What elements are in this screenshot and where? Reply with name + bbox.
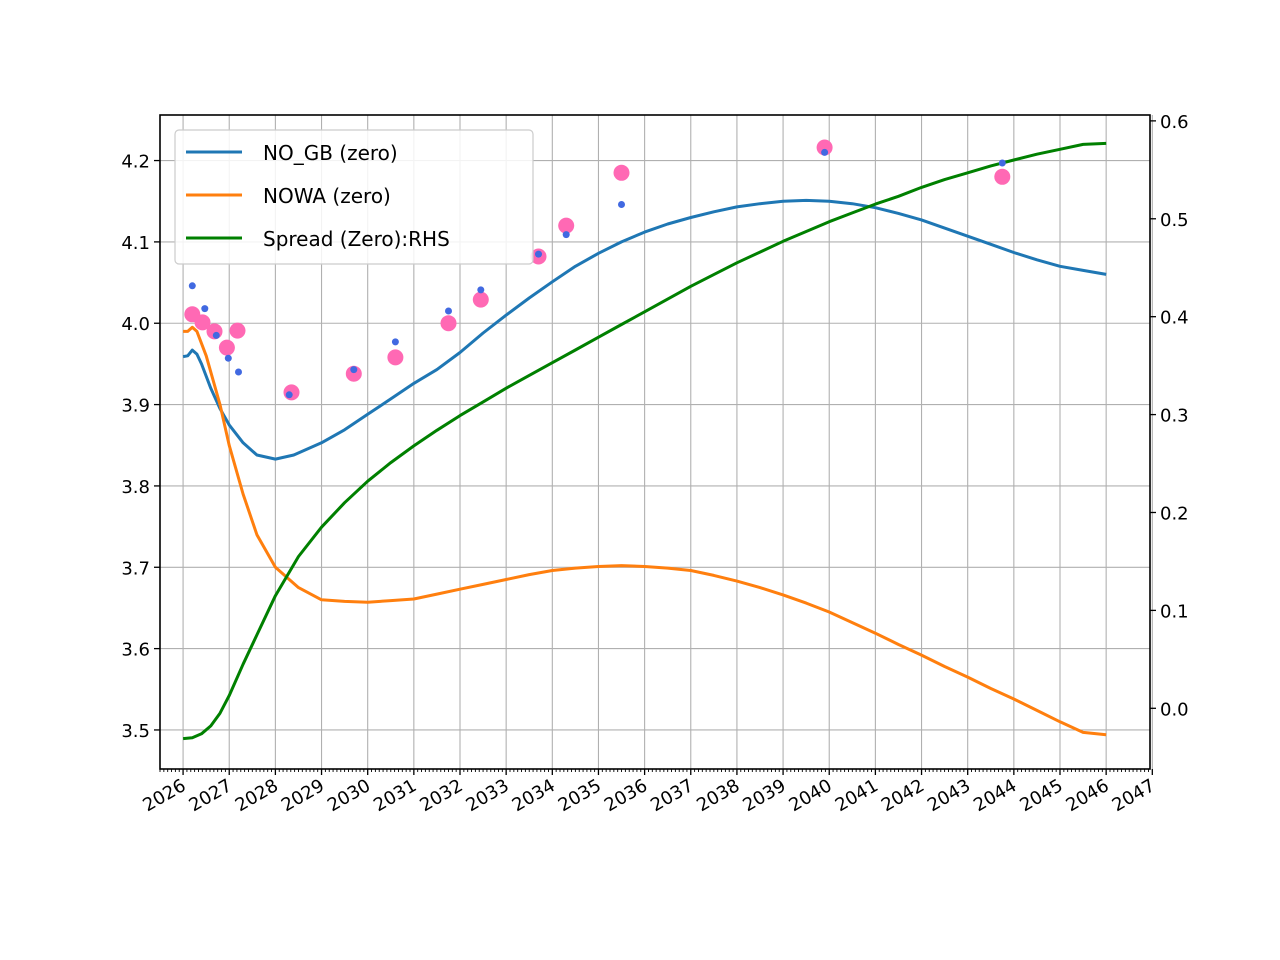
- scatter-point-small: [445, 307, 452, 315]
- scatter-point-small: [188, 282, 196, 290]
- x-tick-label: 2046: [1062, 775, 1112, 816]
- scatter-point-large: [440, 315, 457, 332]
- scatter-point-large: [218, 339, 235, 356]
- x-tick-label: 2041: [832, 775, 882, 816]
- y-tick-label: 4.0: [121, 314, 150, 335]
- scatter-point-small: [235, 368, 242, 376]
- x-tick-label: 2035: [555, 775, 605, 816]
- series-line-no-gb-zero: [182, 198, 1107, 461]
- scatter-point-large: [558, 217, 575, 234]
- y-tick-label: 3.9: [121, 396, 150, 417]
- scatter-point-small: [618, 201, 625, 208]
- scatter-point-small: [391, 338, 399, 346]
- y-tick-label: 3.6: [121, 640, 150, 661]
- series-line-spread-zero-rhs: [182, 141, 1107, 741]
- x-tick-label: 2037: [647, 775, 697, 816]
- scatter-point-small: [562, 231, 570, 239]
- x-tick-label: 2036: [601, 775, 651, 816]
- y2-tick-label: 0.4: [1160, 308, 1189, 329]
- plot-frame: [159, 114, 1151, 770]
- scatter-point-small: [998, 159, 1006, 167]
- scatter-point-small: [350, 366, 358, 374]
- x-tick-label: 2043: [924, 775, 974, 816]
- scatter-point-large: [229, 322, 246, 339]
- x-tick-label: 2032: [416, 775, 466, 816]
- legend-label-nowa: NOWA (zero): [263, 184, 391, 208]
- x-tick-label: 2047: [1109, 775, 1159, 816]
- scatter-point-large: [345, 365, 362, 382]
- x-tick-label: 2044: [970, 775, 1020, 816]
- y-tick-label: 3.5: [121, 721, 150, 742]
- scatter-point-small: [477, 286, 485, 294]
- y2-tick-label: 0.6: [1160, 112, 1189, 133]
- x-tick-label: 2029: [278, 775, 328, 816]
- y2-tick-label: 0.3: [1160, 406, 1189, 427]
- scatter-point-small: [821, 148, 829, 156]
- x-tick-label: 2038: [693, 775, 743, 816]
- y-tick-label: 3.8: [121, 477, 150, 498]
- scatter-point-large: [613, 164, 630, 181]
- x-tick-label: 2042: [878, 775, 928, 816]
- x-tick-label: 2039: [739, 775, 789, 816]
- legend: NO_GB (zero) NOWA (zero) Spread (Zero):R…: [174, 129, 534, 265]
- scatter-point-large: [472, 291, 489, 308]
- scatter-point-large: [194, 314, 211, 331]
- scatter-point-large: [816, 139, 833, 156]
- y-tick-label: 3.7: [121, 558, 150, 579]
- legend-box: [174, 129, 534, 265]
- x-tick-label: 2034: [509, 775, 559, 816]
- x-tick-label: 2026: [139, 775, 189, 816]
- scatter-point-large: [387, 349, 404, 366]
- y2-tick-label: 0.2: [1160, 503, 1189, 524]
- series-line-nowa-zero: [183, 325, 1107, 737]
- scatter-point-small: [224, 354, 232, 362]
- scatter-point-small: [212, 331, 220, 339]
- scatter-point-small: [535, 250, 542, 258]
- x-tick-label: 2033: [462, 775, 512, 816]
- y-tick-label: 4.2: [121, 152, 150, 173]
- scatter-point-small: [285, 391, 293, 399]
- legend-label-spread: Spread (Zero):RHS: [263, 227, 450, 251]
- scatter-point-small: [201, 305, 209, 313]
- x-tick-label: 2028: [232, 775, 282, 816]
- x-tick-label: 2030: [324, 775, 374, 816]
- y2-tick-label: 0.0: [1160, 699, 1189, 720]
- x-tick-label: 2040: [786, 775, 836, 816]
- x-tick-label: 2031: [370, 775, 420, 816]
- y-tick-label: 4.1: [121, 233, 150, 254]
- legend-label-no-gb: NO_GB (zero): [263, 141, 398, 165]
- scatter-points: [184, 139, 1011, 401]
- y2-tick-label: 0.1: [1160, 601, 1189, 622]
- series-lines: [182, 141, 1107, 741]
- x-tick-label: 2045: [1016, 775, 1066, 816]
- scatter-point-large: [994, 168, 1011, 185]
- y2-tick-label: 0.5: [1160, 210, 1189, 231]
- x-tick-label: 2027: [186, 775, 236, 816]
